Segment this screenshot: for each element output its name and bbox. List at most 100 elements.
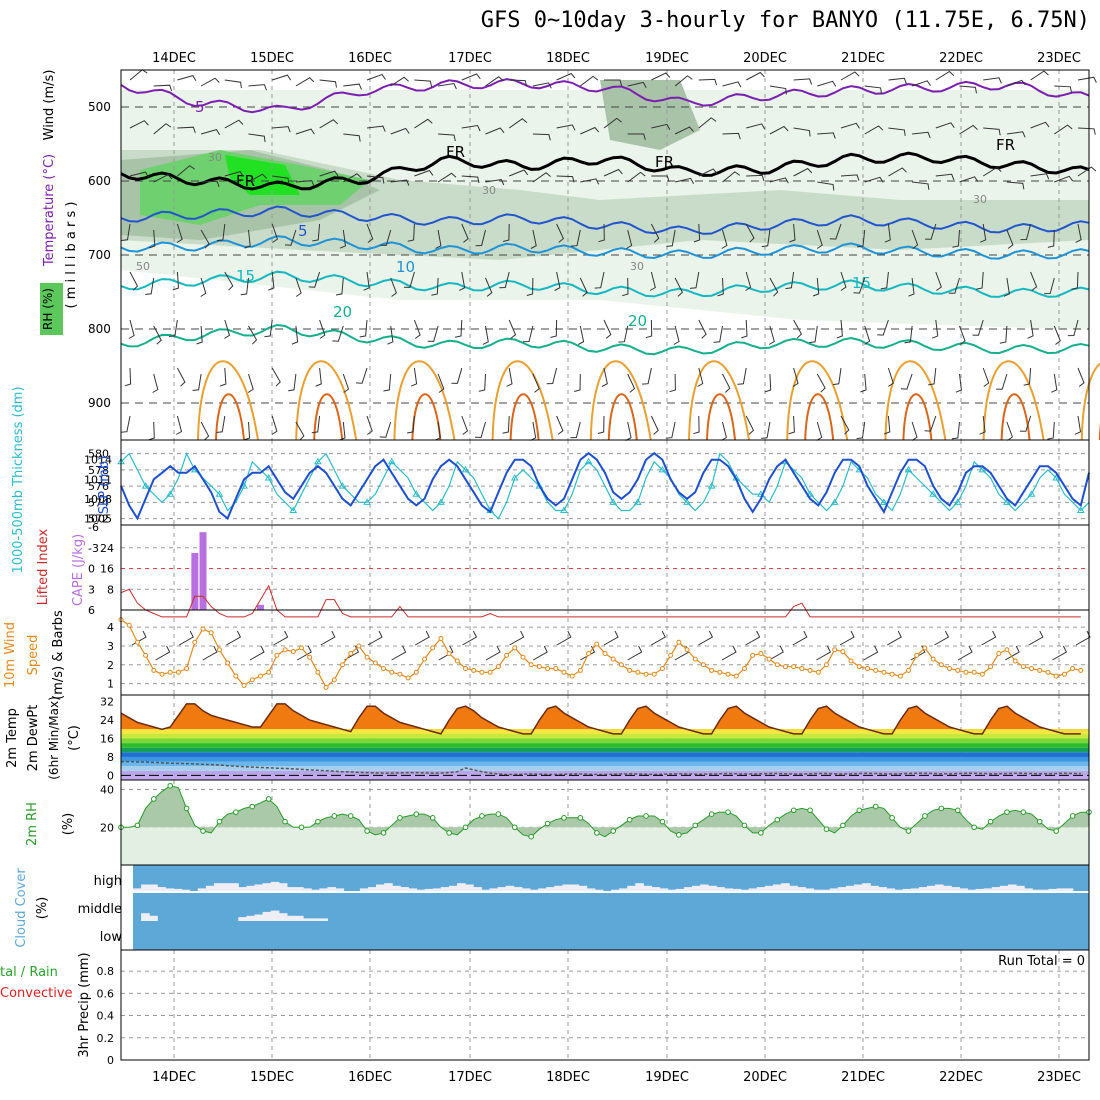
cloud-middle-gap [149, 915, 158, 921]
cloud-high-gap [594, 889, 604, 891]
wind10-point [610, 656, 616, 662]
wind10-point [1078, 667, 1084, 673]
wind-barb [625, 421, 632, 441]
cloud-high-gap [473, 887, 482, 891]
cloud-high-gap [562, 884, 571, 891]
wind-barb [168, 319, 178, 337]
cloud-high-gap [149, 884, 158, 891]
cloud-middle-gap [319, 918, 328, 921]
wind-barb [1020, 223, 1032, 241]
wind-barb [666, 229, 676, 247]
wind-barb [1030, 121, 1050, 129]
cloud-high-gap [813, 889, 823, 891]
cloud-high-gap [578, 885, 588, 891]
wind-barb [410, 367, 418, 387]
wind-barb [1006, 131, 1026, 138]
date-label-bottom: 16DEC [348, 1070, 392, 1085]
cloud-high-gap [311, 889, 320, 891]
rh2m-point [626, 816, 633, 823]
cloud-high-gap [197, 888, 207, 891]
pressure-tick-label: 700 [88, 248, 111, 262]
wind-barb [580, 126, 600, 135]
contour-label-t10: 10 [396, 258, 415, 276]
date-label-bottom: 14DEC [152, 1070, 196, 1085]
wind-barb [832, 367, 842, 386]
cloud-high-gap [1007, 884, 1017, 891]
cloud-middle-gap [278, 913, 288, 921]
wind10-point [840, 649, 846, 655]
wind-barb [912, 181, 930, 190]
wind10-barb [627, 645, 643, 661]
date-label-top: 17DEC [448, 51, 492, 66]
cloud-high-gap [465, 884, 474, 891]
rh-region [225, 155, 300, 195]
wind-barb [339, 229, 347, 249]
thickness-point [1003, 498, 1011, 505]
wind10-point [266, 669, 272, 675]
wind-barb [604, 79, 623, 86]
rh2m-point [643, 813, 649, 819]
wind-barb [816, 373, 826, 393]
wind-barb [414, 169, 434, 177]
wind10-point [561, 669, 567, 675]
wind10-barb [178, 630, 194, 646]
wind-barb [580, 178, 600, 185]
wind-barb [594, 271, 605, 289]
wind-barb [864, 325, 871, 345]
cloud-high-gap [1064, 888, 1074, 891]
temperature-tick-label: 16 [100, 733, 114, 746]
wind10-point [725, 671, 731, 677]
wind-barb [343, 133, 361, 142]
date-label-top: 16DEC [348, 51, 392, 66]
date-label-top: 18DEC [546, 51, 590, 66]
wind-barb [224, 319, 231, 339]
wind-barb [603, 168, 623, 177]
cloud-level-low: low [100, 930, 123, 945]
cape-tick-label: 8 [107, 583, 114, 596]
wind-barb [508, 319, 517, 339]
cloud-high-gap [1016, 885, 1025, 891]
cloud-high-gap [764, 885, 774, 891]
wind-barb [177, 75, 197, 81]
wind-barb [379, 421, 392, 438]
wind10-point [290, 649, 296, 655]
cloud-middle-gap [238, 917, 247, 921]
cloud-high-gap [376, 884, 385, 891]
cloud-high-gap [457, 883, 466, 891]
cloud-high-gap [651, 887, 661, 891]
wind-barb [153, 123, 172, 135]
wind-barb [1027, 319, 1034, 339]
cloud-middle-gap [286, 915, 296, 921]
wind-barb [1047, 229, 1055, 248]
cloud-high-gap [481, 889, 490, 891]
lifted-tick-label: -3 [88, 542, 99, 555]
cloud-high-gap [586, 888, 596, 891]
wind-barb [220, 367, 227, 387]
thickness-line [120, 452, 1090, 520]
wind-barb [530, 229, 537, 249]
isotherm-20 [120, 323, 1090, 356]
thickness-point [1027, 490, 1036, 497]
cloud-high-gap [708, 885, 717, 891]
wind-barb [829, 223, 842, 240]
rh2m-point [905, 828, 912, 834]
cloud-high-gap [1024, 888, 1033, 891]
wind-barb [339, 421, 346, 441]
temperature-band [121, 756, 1089, 762]
temperature-band [121, 766, 1089, 771]
wind-barb [413, 319, 421, 339]
wind-barb [951, 421, 960, 440]
wind-barb [475, 229, 486, 247]
wind-barb [153, 174, 173, 183]
thickness-point [880, 498, 888, 505]
wind-barb [272, 74, 292, 81]
panel-frame [120, 524, 1090, 611]
cloud-high-gap [303, 888, 312, 891]
wind-barb [1006, 79, 1026, 87]
wind-barb [717, 277, 724, 297]
wind10-point [988, 664, 994, 670]
thickness-tick-label: 578 [88, 464, 109, 477]
wind-barb [888, 77, 907, 85]
wind-barb [651, 175, 670, 182]
thickness-point [830, 498, 839, 505]
